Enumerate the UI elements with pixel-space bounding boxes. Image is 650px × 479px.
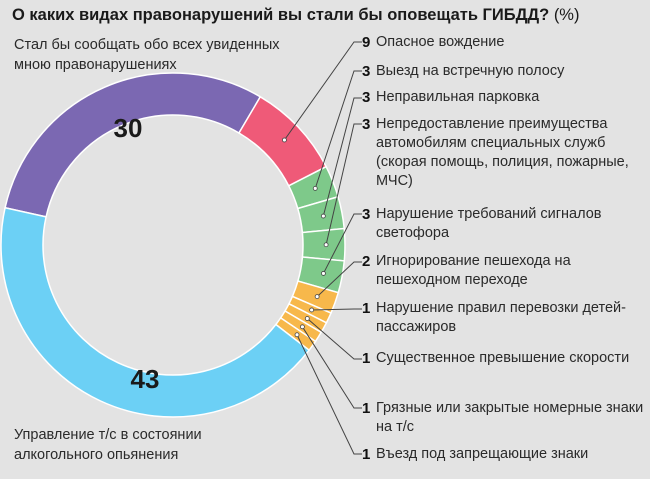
leader-line [311,308,362,311]
category-value: 1 [362,446,371,463]
label-report-all: Стал бы сообщать обо всех увиденных мною… [14,37,280,73]
leader-dot [300,324,305,330]
leader-dot [321,271,326,276]
category-item: 2 Игнорирование пешехода на пешеходном п… [362,252,647,290]
leader-line [322,97,362,217]
category-value: 3 [362,63,371,80]
category-label: Въезд под запрещающие знаки [376,446,589,462]
category-value: 3 [362,89,371,106]
leader-line [301,326,362,409]
value-label-43: 43 [131,364,160,394]
category-item: 1 Нарушение правил перевозки детей-пасса… [362,299,647,337]
category-label: Неправильная парковка [376,89,540,105]
category-item: 3 Нарушение требований сигналов светофор… [362,205,647,243]
category-value: 3 [362,206,371,223]
category-item: 3 Выезд на встречную полосу [362,62,647,81]
leader-line [325,123,362,245]
donut-slice [4,72,262,218]
chart-title-unit: (%) [553,6,580,24]
leader-dot [294,332,300,338]
leader-line [306,318,362,360]
leader-line [284,41,362,141]
category-item: 3 Неправильная парковка [362,88,647,107]
category-item: 1 Въезд под запрещающие знаки [362,445,647,464]
category-value: 1 [362,350,371,367]
chart-title: О каких видах правонарушений вы стали бы… [12,6,642,25]
category-label: Непредоставление преимущества автомобиля… [376,116,629,189]
leader-line [314,70,362,189]
category-label: Существенное превышение скорости [376,350,630,366]
category-label: Опасное вождение [376,34,505,50]
category-item: 9 Опасное вождение [362,33,647,52]
category-item: 1 Существенное превышение скорости [362,349,647,368]
category-value: 2 [362,253,371,270]
category-item: 1 Грязные или закрытые номерные знаки на… [362,399,647,437]
category-value: 1 [362,300,371,317]
donut-slice [0,206,311,418]
leader-line [316,261,362,297]
leader-dot [309,307,315,313]
leader-dot [323,242,329,248]
leader-dot [282,137,287,143]
category-label: Грязные или закрытые номерные знаки на т… [376,400,644,435]
leader-line [296,334,362,455]
category-value: 9 [362,34,371,51]
category-label: Нарушение требований сигналов светофора [376,206,602,241]
leader-dot [312,185,318,191]
category-label: Игнорирование пешехода на пешеходном пер… [376,253,571,288]
leader-lines [282,41,362,455]
leader-dot [320,213,326,219]
category-value: 3 [362,116,371,133]
category-label: Выезд на встречную полосу [376,63,565,79]
label-drunk-driving: Управление т/с в состоянии алкогольного … [14,427,202,463]
category-value: 1 [362,400,371,417]
category-label: Нарушение правил перевозки детей-пассажи… [376,300,626,335]
chart-title-text: О каких видах правонарушений вы стали бы… [12,6,550,24]
leader-line [322,213,362,274]
leader-dot [304,316,310,321]
category-item: 3 Непредоставление преимущества автомоби… [362,115,647,191]
value-label-30: 30 [114,113,143,143]
donut-slices [0,72,346,418]
leader-dot [314,294,320,300]
